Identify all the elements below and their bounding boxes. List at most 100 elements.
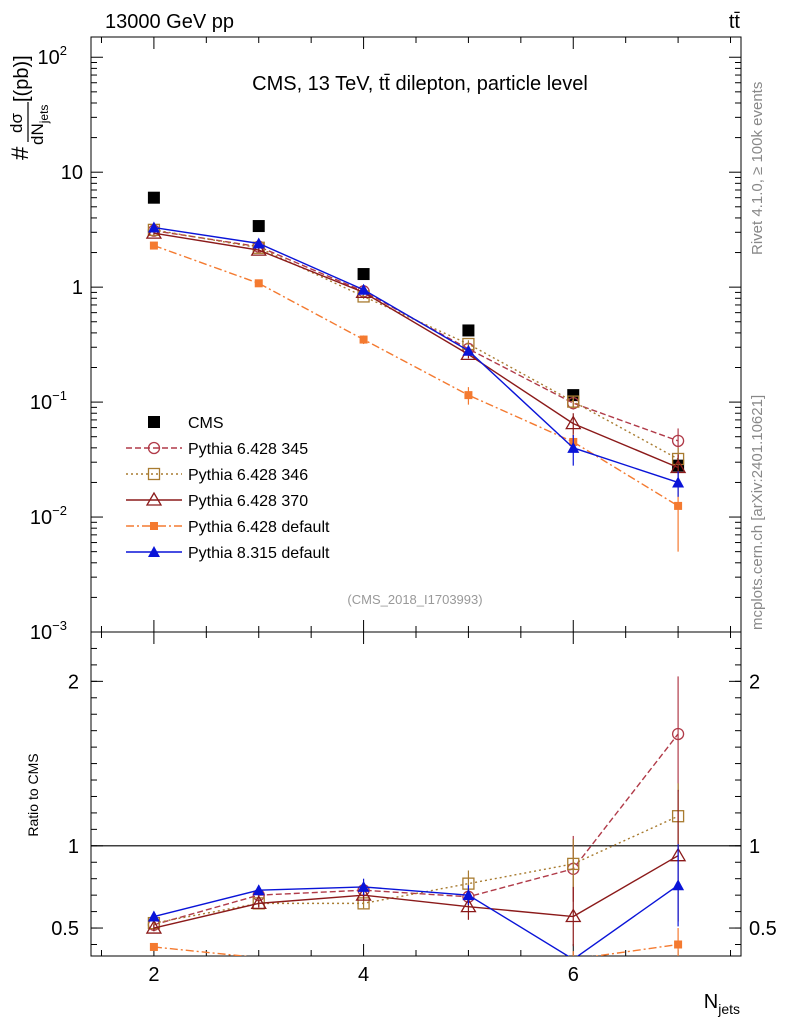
data-point xyxy=(147,191,160,204)
data-point xyxy=(250,241,267,256)
ratio-point xyxy=(567,857,580,871)
ratio-point xyxy=(250,895,267,910)
ratio-line xyxy=(153,815,679,924)
ratio-point xyxy=(252,884,265,896)
ratio-point xyxy=(147,910,160,922)
chart-marks xyxy=(145,191,687,956)
ratio-point xyxy=(462,889,475,901)
main-plot-frame: 102 10 1 10−1 10−2 10−3 xyxy=(30,36,742,644)
series-line xyxy=(153,229,679,460)
ratio-y-tick-label: 0.5 xyxy=(51,918,79,940)
source-url: mcplots.cern.ch [arXiv:2401.10621] xyxy=(749,395,766,630)
ratio-y-tick-label: 2 xyxy=(749,671,760,693)
ratio-plot-frame: 2 4 6 0.5 0.5 1 1 2 2 xyxy=(51,620,777,986)
data-point xyxy=(565,415,582,430)
ratio-y-tick-label: 1 xyxy=(68,836,79,858)
y-tick-label: 102 xyxy=(38,43,67,69)
ratio-series-pythia-8-315-default xyxy=(147,844,685,956)
data-point xyxy=(147,221,160,233)
ratio-y-tick-label: 2 xyxy=(68,671,79,693)
ratio-line xyxy=(153,943,679,956)
data-point xyxy=(462,324,475,337)
series-cms xyxy=(147,191,685,472)
y-tick-label: 10−1 xyxy=(30,388,67,414)
data-point xyxy=(254,279,263,288)
series-line xyxy=(153,244,679,507)
ratio-line xyxy=(153,733,679,926)
main-y-axis-label: # dσ dNjets [(pb)] xyxy=(7,55,51,160)
data-point xyxy=(359,335,368,344)
y-tick-label: 1 xyxy=(72,277,83,299)
ratio-point xyxy=(149,942,158,951)
analysis-id: (CMS_2018_I1703993) xyxy=(347,592,482,607)
ratio-y-tick-label: 1 xyxy=(749,836,760,858)
legend-label: Pythia 6.428 default xyxy=(188,519,330,536)
legend-marker xyxy=(147,441,161,455)
y-tick-label: 10 xyxy=(61,162,83,184)
data-point xyxy=(252,220,265,233)
ratio-point xyxy=(565,908,582,923)
y-tick-label: 10−2 xyxy=(30,503,67,529)
data-point xyxy=(252,237,265,249)
legend-entry: Pythia 6.428 346 xyxy=(126,467,308,484)
legend-label: Pythia 8.315 default xyxy=(188,545,330,562)
data-point xyxy=(464,391,473,400)
data-point xyxy=(672,476,685,488)
legend-marker xyxy=(145,491,163,506)
y-tick-label: 10−3 xyxy=(30,618,67,644)
data-point xyxy=(149,241,158,250)
ratio-point xyxy=(460,898,477,913)
ratio-point xyxy=(674,940,683,949)
ratio-line xyxy=(153,855,679,929)
data-point xyxy=(357,268,370,281)
ratio-line xyxy=(153,884,679,956)
legend-label: Pythia 6.428 345 xyxy=(188,441,308,458)
data-point xyxy=(567,395,580,408)
ratio-series-pythia-6-428-346 xyxy=(147,783,685,930)
ratio-y-tick-label: 0.5 xyxy=(749,918,777,940)
data-point xyxy=(462,344,475,356)
legend: CMS Pythia 6.428 345 Pythia 6.428 346 Pythi… xyxy=(126,415,330,562)
legend-marker xyxy=(147,467,161,481)
series-line xyxy=(153,232,679,469)
ratio-point xyxy=(357,880,370,892)
ratio-point xyxy=(672,879,685,891)
series-pythia-8-315-default xyxy=(147,221,685,497)
data-point xyxy=(357,283,370,295)
series-line xyxy=(153,226,679,484)
main-plot-border xyxy=(90,36,742,633)
x-tick-label: 2 xyxy=(148,964,159,986)
rivet-version: Rivet 4.1.0, ≥ 100k events xyxy=(749,82,766,255)
x-tick-label: 6 xyxy=(568,964,579,986)
legend-label: Pythia 6.428 370 xyxy=(188,493,308,510)
svg-text:[(pb)]: [(pb)] xyxy=(11,55,33,102)
plot-title: CMS, 13 TeV, tt̄ dilepton, particle leve… xyxy=(252,73,588,95)
svg-text:dσ: dσ xyxy=(7,113,26,133)
legend-label: Pythia 6.428 346 xyxy=(188,467,308,484)
data-point xyxy=(671,434,685,448)
ratio-y-axis-label: Ratio to CMS xyxy=(25,753,41,836)
legend-entry: Pythia 6.428 345 xyxy=(126,441,308,458)
svg-text:dNjets: dNjets xyxy=(28,105,51,145)
svg-text:#: # xyxy=(7,146,34,160)
ratio-point xyxy=(355,886,372,901)
x-tick-label: 4 xyxy=(358,964,369,986)
series-line xyxy=(153,229,679,442)
series-pythia-6-428-345 xyxy=(147,224,685,458)
legend-entry: CMS xyxy=(148,415,224,432)
legend-label: CMS xyxy=(188,415,224,432)
ratio-series-pythia-6-428-370 xyxy=(145,789,687,947)
legend-entry: Pythia 8.315 default xyxy=(126,545,330,562)
legend-entry: Pythia 6.428 370 xyxy=(126,491,308,510)
ratio-series-pythia-6-428-345 xyxy=(147,676,685,931)
x-axis-label: Njets xyxy=(704,991,740,1017)
legend-marker xyxy=(148,416,160,428)
ratio-point xyxy=(671,727,685,741)
header-right: tt̄ xyxy=(729,11,741,33)
legend-marker xyxy=(148,546,160,557)
data-point xyxy=(567,441,580,453)
ratio-point xyxy=(145,919,163,934)
legend-entry: Pythia 6.428 default xyxy=(126,519,330,536)
ratio-series-pythia-6-428-default xyxy=(149,928,683,956)
